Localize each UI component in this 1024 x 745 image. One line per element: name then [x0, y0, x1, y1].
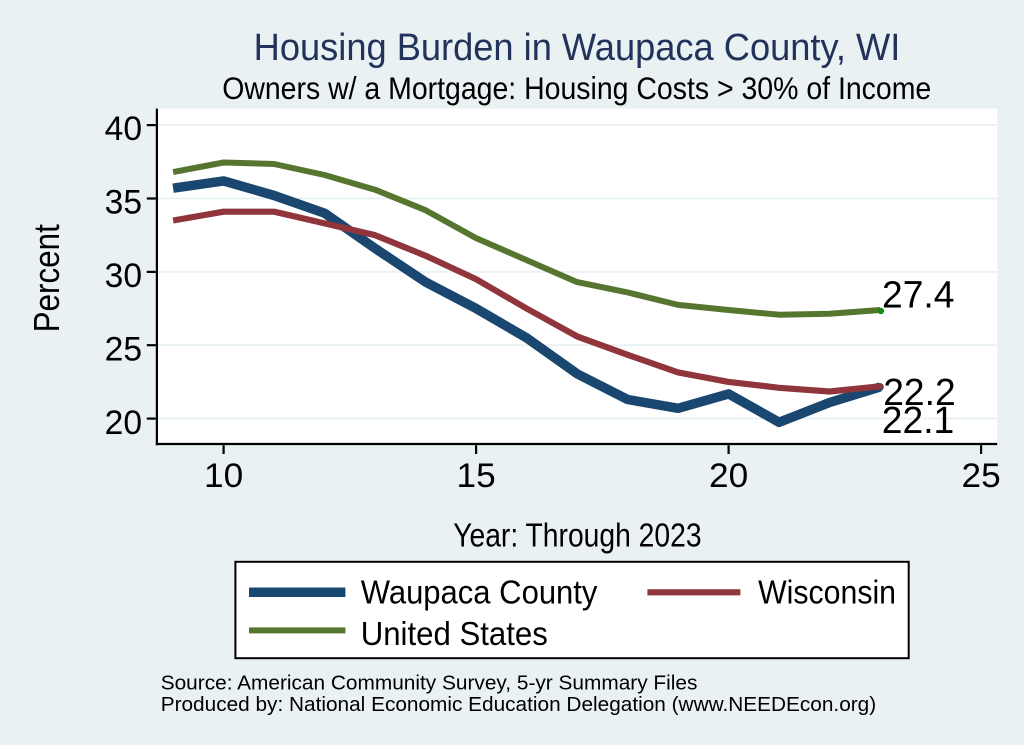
svg-text:35: 35 — [105, 183, 142, 221]
svg-text:Produced by: National Economic: Produced by: National Economic Education… — [161, 693, 876, 716]
svg-text:22.1: 22.1 — [882, 399, 954, 441]
svg-text:25: 25 — [962, 456, 1001, 495]
svg-text:40: 40 — [105, 110, 142, 148]
svg-text:30: 30 — [105, 257, 142, 295]
svg-text:Year: Through 2023: Year: Through 2023 — [453, 516, 701, 554]
svg-text:Percent: Percent — [27, 224, 68, 333]
svg-text:15: 15 — [457, 456, 496, 495]
svg-text:20: 20 — [105, 404, 142, 442]
svg-text:Owners w/ a Mortgage: Housing: Owners w/ a Mortgage: Housing Costs > 30… — [222, 72, 931, 107]
svg-text:10: 10 — [204, 456, 243, 495]
svg-text:Wisconsin: Wisconsin — [758, 573, 896, 611]
svg-text:20: 20 — [709, 456, 748, 495]
svg-text:22.2: 22.2 — [883, 370, 955, 412]
svg-text:Source: American Community Sur: Source: American Community Survey, 5-yr … — [161, 672, 698, 695]
svg-text:27.4: 27.4 — [882, 273, 954, 315]
svg-text:United States: United States — [361, 615, 548, 652]
svg-text:25: 25 — [105, 330, 142, 368]
svg-text:Waupaca County: Waupaca County — [361, 574, 598, 611]
svg-text:Housing Burden in Waupaca Coun: Housing Burden in Waupaca County, WI — [254, 25, 901, 68]
